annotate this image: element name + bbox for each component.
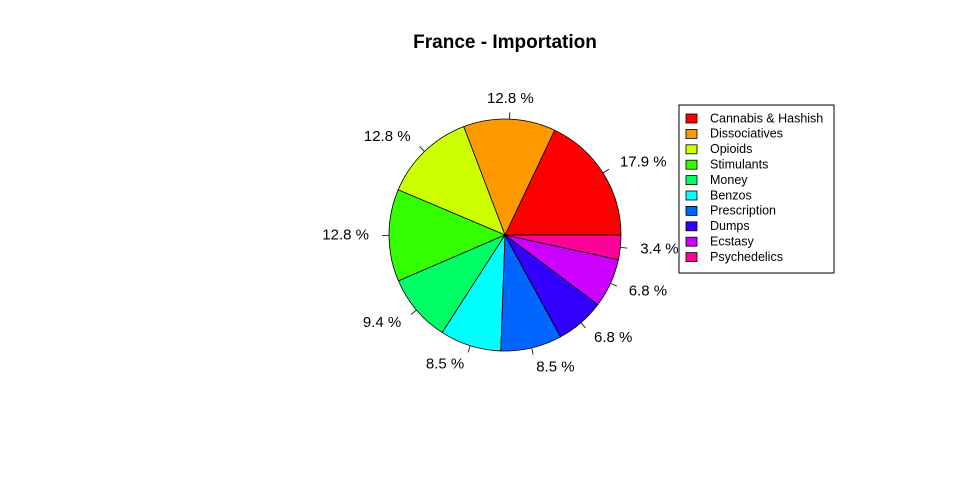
legend-items: Cannabis & Hashish DissociativesOpioidsSt… (685, 111, 823, 264)
pie-slice-opioids (397, 126, 506, 236)
legend-box (678, 104, 835, 274)
pie-percentage-label: 17.9 % (620, 153, 667, 170)
legend-swatch (685, 175, 698, 186)
pie-percentage-label: 3.4 % (640, 241, 678, 258)
legend-label: Prescription (710, 204, 776, 218)
legend-swatch (685, 190, 698, 201)
legend-label: Dissociatives (710, 127, 783, 141)
pie-percentage-label: 6.8 % (594, 329, 632, 346)
legend-label: Opioids (710, 142, 752, 156)
pie-label-tick (467, 345, 471, 353)
legend: Cannabis & Hashish DissociativesOpioidsSt… (678, 104, 835, 274)
pie-percentage-label: 12.8 % (322, 226, 369, 243)
legend-label: Cannabis & Hashish (710, 111, 823, 125)
pie-slice-psychedelics (504, 234, 622, 261)
legend-swatch (685, 221, 698, 232)
legend-label: Ecstasy (710, 234, 755, 248)
pie-percentage-label: 8.5 % (536, 358, 574, 375)
legend-swatch (685, 205, 698, 216)
pie-label-tick (620, 247, 628, 249)
pie-label-tick (419, 146, 425, 152)
pie-label-tick (602, 168, 610, 174)
legend-swatch (685, 144, 698, 155)
pie-percentage-label: 12.8 % (487, 90, 534, 107)
legend-swatch (685, 159, 698, 170)
chart-title: France - Importation (413, 32, 597, 53)
pie-slice-dissociatives (463, 118, 556, 237)
pie-percentage-label: 9.4 % (363, 314, 401, 331)
legend-label: Benzos (710, 188, 752, 202)
legend-label: Psychedelics (710, 250, 783, 264)
legend-swatch (685, 236, 698, 247)
pie-percentage-label: 12.8 % (364, 128, 411, 145)
pie-percentage-labels: 17.9 % 12.8 % 12.8 % 12.8 % 9.4 % 8.5 % 8.5 % 6… (322, 90, 678, 375)
legend-label: Dumps (710, 219, 750, 233)
pie-label-ticks (381, 112, 628, 355)
legend-swatch (685, 252, 698, 263)
legend-swatch (685, 128, 698, 139)
pie-slices (388, 118, 622, 352)
pie-label-tick (531, 347, 534, 355)
pie-slice-stimulants (388, 189, 507, 282)
legend-label: Stimulants (710, 157, 768, 171)
pie-label-tick (610, 282, 618, 287)
pie-label-tick (580, 322, 586, 329)
legend-swatch (685, 113, 698, 124)
pie-percentage-label: 8.5 % (426, 356, 464, 373)
pie-label-tick (410, 309, 417, 315)
pie-percentage-label: 6.8 % (629, 282, 667, 299)
pie-slice-cannabis-hashish (504, 129, 622, 236)
legend-label: Money (710, 173, 748, 187)
